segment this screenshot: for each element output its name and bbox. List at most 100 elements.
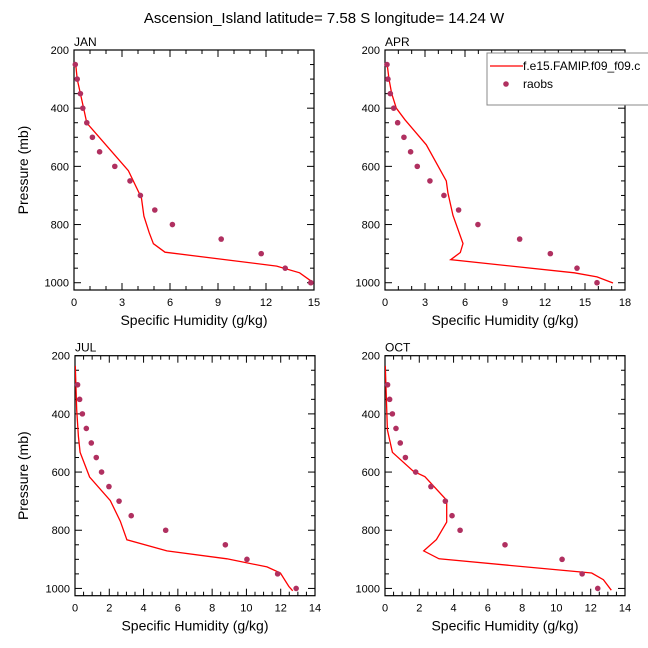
y-tick-label: 600	[362, 161, 380, 173]
x-tick-label: 6	[167, 297, 173, 309]
y-tick-label: 1000	[356, 278, 380, 290]
x-tick-label: 0	[72, 603, 78, 615]
y-tick-label: 800	[362, 220, 380, 232]
x-axis-label: Specific Humidity (g/kg)	[120, 312, 267, 328]
raobs-point	[449, 512, 455, 519]
raobs-point	[282, 265, 289, 271]
panel-title: APR	[385, 35, 410, 49]
raobs-point	[414, 163, 421, 170]
panel-title: JAN	[74, 35, 97, 49]
x-tick-label: 4	[451, 603, 457, 615]
x-axis-label: Specific Humidity (g/kg)	[121, 618, 268, 634]
y-tick-label: 200	[51, 45, 69, 57]
y-tick-label: 800	[52, 525, 70, 537]
raobs-point	[106, 483, 112, 490]
raobs-point	[547, 250, 554, 257]
y-tick-label: 1000	[356, 583, 380, 595]
model-line	[74, 63, 314, 284]
model-line	[386, 63, 614, 284]
x-tick-label: 12	[275, 603, 287, 615]
raobs-point	[574, 265, 580, 271]
y-tick-label: 400	[51, 103, 69, 115]
x-tick-label: 0	[382, 297, 388, 309]
raobs-point	[152, 207, 158, 213]
raobs-point	[98, 469, 105, 475]
raobs-point	[407, 149, 414, 155]
y-tick-label: 400	[362, 409, 380, 421]
plot-frame	[73, 49, 315, 291]
raobs-point	[80, 105, 86, 111]
x-tick-label: 18	[619, 297, 631, 309]
raobs-point	[579, 571, 585, 577]
x-tick-label: 2	[416, 603, 422, 615]
raobs-point	[384, 61, 390, 68]
raobs-point	[89, 134, 96, 141]
raobs-point	[393, 425, 399, 432]
x-tick-label: 8	[519, 603, 525, 615]
raobs-point	[384, 381, 391, 388]
x-tick-label: 10	[240, 603, 252, 615]
raobs-point	[442, 498, 449, 504]
raobs-point	[293, 585, 299, 592]
raobs-point	[394, 119, 401, 126]
x-tick-label: 12	[539, 297, 551, 309]
x-tick-label: 15	[579, 297, 591, 309]
raobs-point	[88, 440, 95, 446]
raobs-point	[169, 221, 176, 228]
raobs-point	[84, 119, 90, 126]
raobs-point	[83, 425, 90, 432]
x-tick-label: 2	[106, 603, 112, 615]
x-tick-label: 3	[422, 297, 428, 309]
y-axis-label: Pressure (mb)	[15, 431, 31, 520]
x-tick-label: 6	[175, 603, 181, 615]
raobs-point	[502, 541, 508, 548]
raobs-point	[516, 236, 523, 242]
y-tick-label: 600	[51, 161, 69, 173]
panel-title: JUL	[75, 341, 97, 355]
y-tick-label: 1000	[46, 583, 70, 595]
x-axis-label: Specific Humidity (g/kg)	[431, 312, 578, 328]
raobs-point	[389, 411, 396, 417]
raobs-point	[594, 279, 600, 286]
raobs-point	[218, 236, 224, 242]
x-tick-label: 10	[550, 603, 562, 615]
y-tick-label: 800	[362, 525, 380, 537]
raobs-point	[308, 279, 314, 286]
model-line	[75, 365, 294, 592]
raobs-point	[162, 527, 169, 534]
y-tick-label: 200	[362, 45, 380, 57]
raobs-point	[79, 411, 86, 417]
y-axis-label: Pressure (mb)	[15, 126, 31, 215]
x-tick-label: 9	[502, 297, 508, 309]
raobs-point	[385, 76, 391, 82]
raobs-point	[401, 134, 407, 141]
x-tick-label: 14	[619, 603, 631, 615]
raobs-point	[475, 221, 481, 228]
y-tick-label: 200	[362, 351, 380, 363]
panel-title: OCT	[385, 341, 411, 355]
raobs-point	[559, 556, 565, 563]
figure-title: Ascension_Island latitude= 7.58 S longit…	[144, 10, 505, 27]
raobs-point	[594, 585, 601, 592]
x-tick-label: 0	[71, 297, 77, 309]
raobs-point	[116, 498, 122, 504]
raobs-point	[402, 454, 409, 461]
raobs-point	[412, 469, 419, 475]
legend-model-label: f.e15.FAMIP.f09_f09.c	[523, 59, 640, 73]
panel-jul: 0 2 4 6 8 10 12 14 200 400 600 800 1000 JUL Specific H…	[15, 341, 321, 634]
y-tick-label: 200	[52, 351, 70, 363]
y-tick-label: 600	[52, 467, 70, 479]
raobs-point	[112, 163, 118, 170]
plot-frame	[384, 355, 626, 597]
raobs-point	[274, 571, 281, 577]
legend-obs-swatch	[503, 81, 509, 87]
raobs-point	[427, 178, 433, 184]
raobs-point	[244, 556, 250, 563]
raobs-point	[74, 381, 81, 388]
raobs-point	[386, 396, 393, 403]
raobs-point	[96, 149, 103, 155]
raobs-point	[137, 192, 144, 199]
x-axis-label: Specific Humidity (g/kg)	[431, 618, 578, 634]
raobs-point	[127, 178, 133, 184]
